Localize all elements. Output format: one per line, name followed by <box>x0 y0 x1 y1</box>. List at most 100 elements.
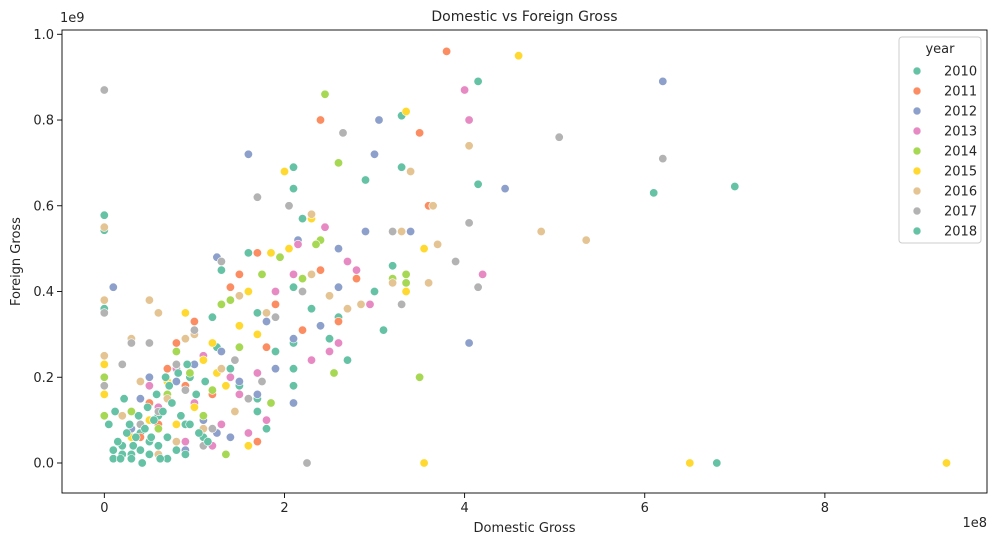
data-point-2015-18 <box>685 458 695 468</box>
data-point-2010-23 <box>397 162 407 172</box>
data-point-2015-7 <box>243 286 253 296</box>
data-point-2013-7 <box>288 269 298 279</box>
data-point-2010-47 <box>342 355 352 365</box>
data-point-2016-1 <box>406 167 416 177</box>
data-point-2013-0 <box>460 85 470 95</box>
data-point-2017-4 <box>252 192 262 202</box>
data-point-2011-1 <box>315 115 325 125</box>
x-axis-title: Domestic Gross <box>473 521 575 536</box>
data-point-2018-35 <box>134 411 144 421</box>
data-point-2017-13 <box>216 256 226 266</box>
y-offset-label: 1e9 <box>60 11 85 26</box>
data-point-2015-8 <box>180 308 190 318</box>
data-point-2011-19 <box>162 364 172 374</box>
data-point-2010-48 <box>270 346 280 356</box>
data-point-2013-16 <box>261 415 271 425</box>
data-point-2018-19 <box>180 449 190 459</box>
data-point-2017-6 <box>451 256 461 266</box>
data-point-2014-8 <box>257 269 267 279</box>
data-point-2011-4 <box>315 265 325 275</box>
data-point-2012-19 <box>171 376 181 386</box>
data-point-2016-29 <box>171 437 181 447</box>
data-point-2014-19 <box>171 346 181 356</box>
data-point-2018-21 <box>110 406 120 416</box>
data-point-2012-4 <box>500 184 510 194</box>
legend-label-2014: 2014 <box>944 145 977 160</box>
data-point-2016-16 <box>424 278 434 288</box>
data-point-2010-28 <box>730 182 740 192</box>
data-point-2010-12 <box>288 364 298 374</box>
data-point-2012-6 <box>360 227 370 237</box>
legend-marker-2014 <box>912 146 922 156</box>
data-point-2014-18 <box>185 368 195 378</box>
data-point-2014-22 <box>126 406 136 416</box>
data-point-2018-10 <box>149 415 159 425</box>
data-point-2018-27 <box>164 381 174 391</box>
data-point-2016-11 <box>153 308 163 318</box>
data-point-2014-5 <box>401 269 411 279</box>
x-tick-label-4: 8 <box>821 501 829 516</box>
data-point-2017-8 <box>388 227 398 237</box>
data-point-2016-27 <box>230 406 240 416</box>
data-point-2014-21 <box>153 424 163 434</box>
data-point-2018-18 <box>171 445 181 455</box>
data-point-2011-2 <box>415 128 425 138</box>
data-point-2016-3 <box>433 239 443 249</box>
legend-marker-2013 <box>912 126 922 136</box>
data-point-2016-18 <box>306 269 316 279</box>
data-point-2016-7 <box>306 209 316 219</box>
data-point-2012-15 <box>261 316 271 326</box>
data-point-2012-1 <box>243 149 253 159</box>
data-point-2017-28 <box>180 385 190 395</box>
data-point-2010-25 <box>473 76 483 86</box>
data-point-2018-15 <box>194 428 204 438</box>
data-point-2011-7 <box>234 269 244 279</box>
data-point-2010-19 <box>360 175 370 185</box>
data-point-2015-12 <box>252 329 262 339</box>
legend-marker-2017 <box>912 206 922 216</box>
y-tick-label-1: 0.2 <box>33 371 54 386</box>
data-point-2013-25 <box>144 381 154 391</box>
data-point-2011-21 <box>297 325 307 335</box>
data-point-2015-1 <box>401 107 411 117</box>
data-point-2015-5 <box>284 244 294 254</box>
data-point-2010-21 <box>378 325 388 335</box>
data-point-2013-6 <box>351 265 361 275</box>
data-point-2018-20 <box>104 419 114 429</box>
data-point-2013-9 <box>365 299 375 309</box>
data-point-2016-5 <box>536 227 546 237</box>
data-point-2015-16 <box>243 441 253 451</box>
data-point-2016-4 <box>581 235 591 245</box>
y-tick-label-2: 0.4 <box>33 285 54 300</box>
data-point-2014-6 <box>401 278 411 288</box>
data-point-2015-25 <box>99 389 109 399</box>
legend-marker-2011 <box>912 86 922 96</box>
data-point-2015-27 <box>198 355 208 365</box>
data-point-2016-30 <box>117 411 127 421</box>
data-point-2013-23 <box>270 286 280 296</box>
data-point-2018-16 <box>203 437 213 447</box>
data-point-2017-18 <box>230 355 240 365</box>
data-point-2018-31 <box>200 376 210 386</box>
data-point-2010-26 <box>473 179 483 189</box>
x-tick-label-3: 6 <box>641 501 649 516</box>
x-offset-label: 1e8 <box>962 516 987 531</box>
data-point-2016-19 <box>261 308 271 318</box>
x-tick-label-0: 0 <box>100 501 108 516</box>
data-point-2018-26 <box>155 454 165 464</box>
y-axis-title: Foreign Gross <box>9 217 24 306</box>
data-point-2013-22 <box>180 437 190 447</box>
data-point-2014-26 <box>234 342 244 352</box>
data-point-2010-17 <box>324 334 334 344</box>
data-point-2013-5 <box>342 256 352 266</box>
data-point-2015-17 <box>419 458 429 468</box>
data-point-2014-24 <box>99 372 109 382</box>
data-point-2010-0 <box>99 210 109 220</box>
data-point-2010-9 <box>288 184 298 194</box>
data-point-2014-16 <box>221 449 231 459</box>
data-point-2017-21 <box>171 359 181 369</box>
data-point-2011-8 <box>333 316 343 326</box>
x-tick-label-2: 4 <box>460 501 468 516</box>
data-point-2012-11 <box>333 282 343 292</box>
